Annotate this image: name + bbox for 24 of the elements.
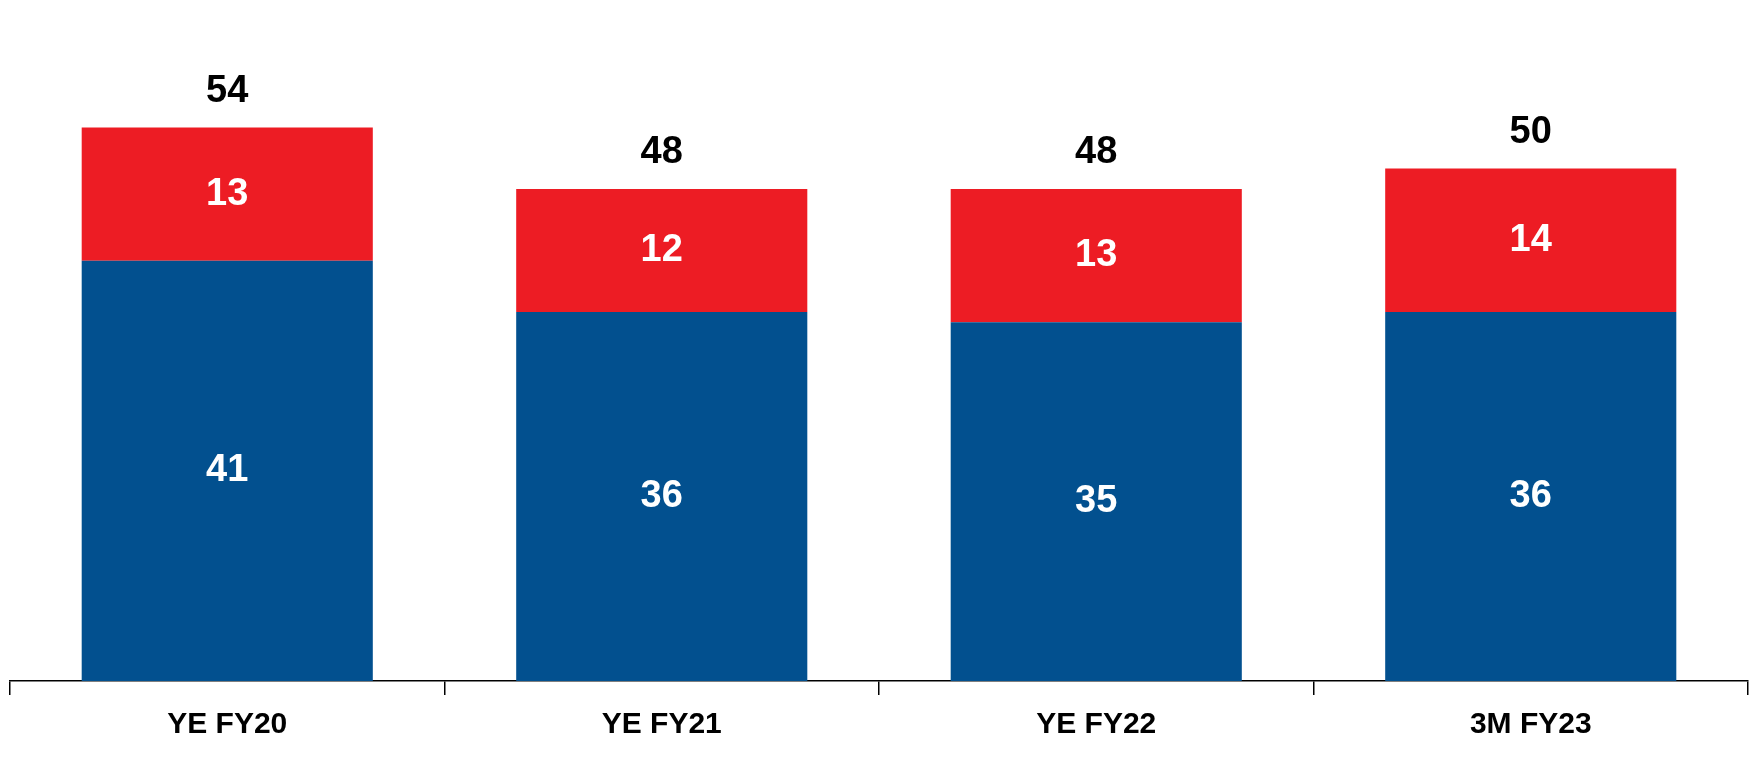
data-label: 13 <box>206 170 249 213</box>
x-tick-label: 3M FY23 <box>1469 706 1592 740</box>
total-label: 48 <box>640 129 683 172</box>
data-label: 14 <box>1509 216 1552 259</box>
x-tick-label: YE FY21 <box>601 706 722 740</box>
bar <box>516 189 808 312</box>
x-tick-label: YE FY22 <box>1036 706 1157 740</box>
data-label: 13 <box>1075 232 1118 275</box>
x-tick-label: YE FY20 <box>167 706 288 740</box>
data-label: 35 <box>1075 478 1118 521</box>
bar <box>81 127 373 261</box>
total-label: 50 <box>1509 108 1552 151</box>
bar <box>1385 312 1677 681</box>
total-label: 48 <box>1075 129 1118 172</box>
bar <box>516 312 808 681</box>
bar <box>950 322 1242 681</box>
bar <box>81 260 373 681</box>
bar <box>1385 168 1677 312</box>
data-label: 36 <box>640 472 683 515</box>
data-label: 41 <box>206 447 249 490</box>
data-label: 12 <box>640 226 683 269</box>
data-label: 36 <box>1509 472 1552 515</box>
total-label: 54 <box>206 67 249 110</box>
bar <box>950 189 1242 323</box>
